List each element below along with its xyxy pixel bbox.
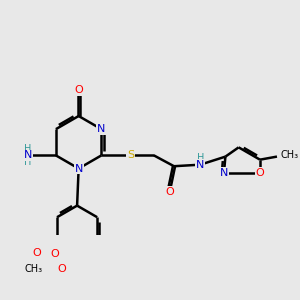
Text: N: N xyxy=(97,124,106,134)
Text: H: H xyxy=(24,157,32,167)
Text: H: H xyxy=(196,153,204,163)
Text: O: O xyxy=(50,248,59,259)
Text: O: O xyxy=(74,85,83,95)
Text: N: N xyxy=(74,164,83,173)
Text: CH₃: CH₃ xyxy=(24,264,43,274)
Text: N: N xyxy=(220,168,228,178)
Text: CH₃: CH₃ xyxy=(281,150,299,160)
Text: O: O xyxy=(165,187,174,197)
Text: O: O xyxy=(32,248,41,258)
Text: H: H xyxy=(24,144,32,154)
Text: N: N xyxy=(196,160,205,170)
Text: O: O xyxy=(57,264,66,274)
Text: O: O xyxy=(256,168,264,178)
Text: N: N xyxy=(24,150,32,161)
Text: S: S xyxy=(127,150,134,161)
